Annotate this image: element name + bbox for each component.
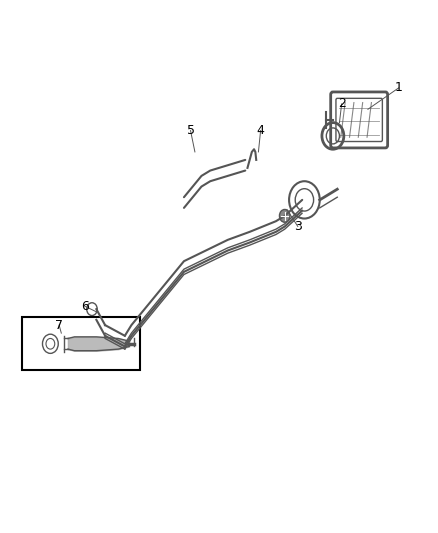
Bar	[22, 317, 140, 370]
Text: 3: 3	[294, 220, 302, 233]
Text: 2: 2	[338, 98, 346, 110]
Circle shape	[279, 209, 290, 222]
Text: 1: 1	[395, 82, 403, 94]
Text: 6: 6	[81, 300, 89, 313]
Text: 7: 7	[55, 319, 63, 332]
Text: 5: 5	[187, 124, 194, 137]
Text: 4: 4	[257, 124, 265, 137]
